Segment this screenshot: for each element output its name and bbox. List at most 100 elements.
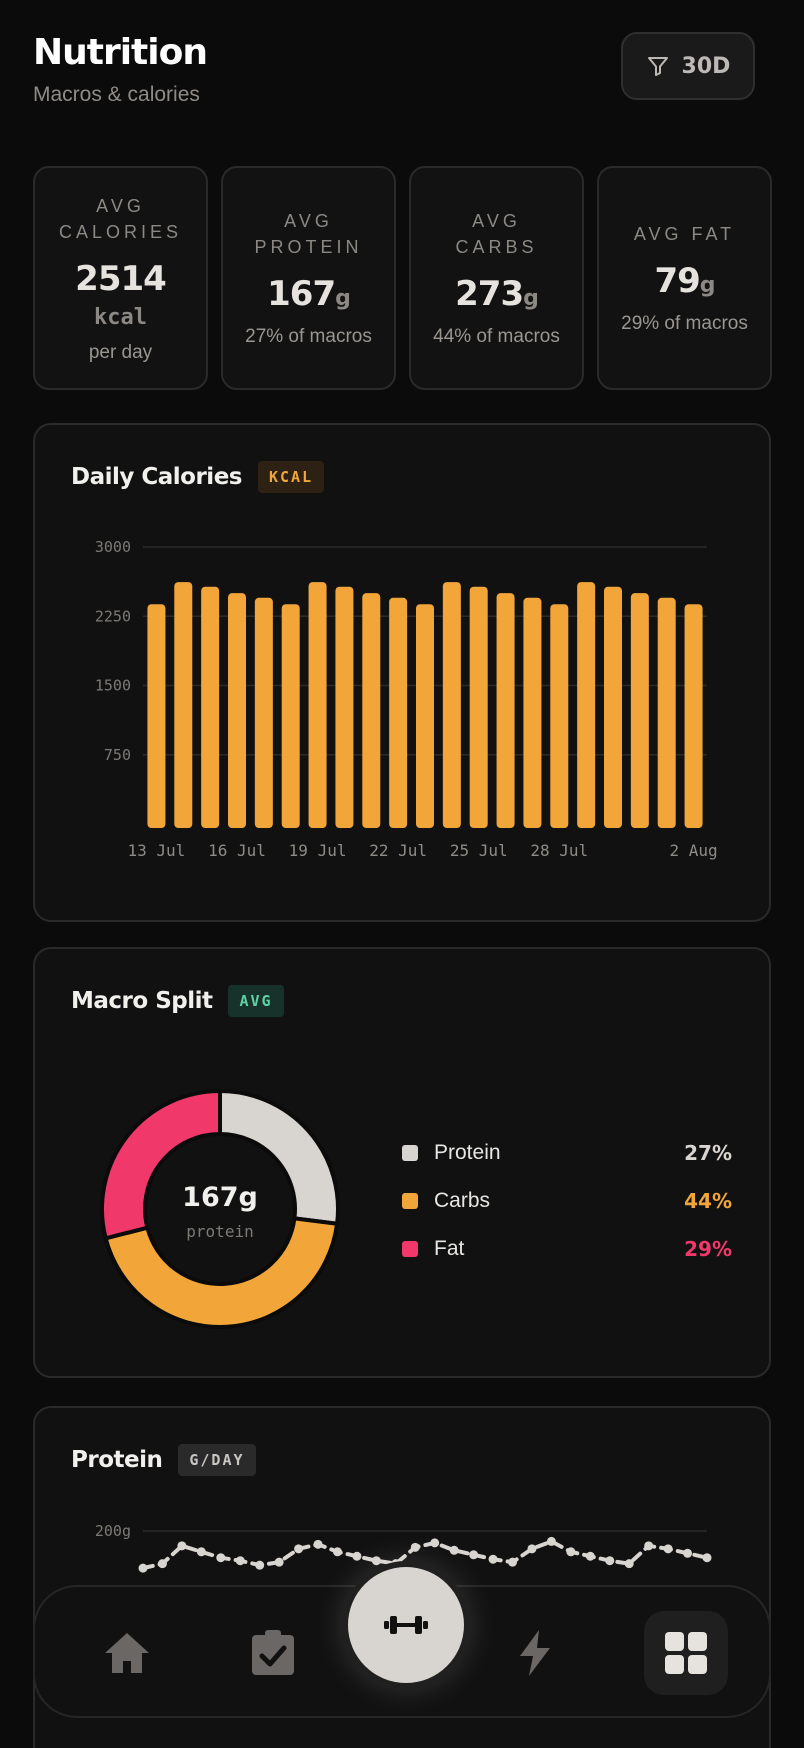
y-tick-label: 750: [104, 746, 131, 764]
donut-slice-fat: [100, 1088, 222, 1241]
protein-point: [469, 1550, 479, 1560]
macro-legend: Protein 27% Carbs 44% Fat 29%: [402, 1129, 732, 1273]
calorie-bar: [550, 604, 569, 828]
protein-point: [391, 1559, 401, 1569]
nav-activity[interactable]: [507, 1625, 563, 1681]
stat-value: 2514: [75, 258, 167, 299]
calorie-bar: [362, 593, 381, 828]
stat-label: AVG CARBS: [455, 211, 538, 257]
donut-slice-carbs: [103, 1216, 340, 1329]
protein-point: [332, 1547, 342, 1557]
protein-point: [663, 1544, 673, 1554]
x-tick-label: 2 Aug: [669, 841, 717, 860]
donut-slice-protein: [218, 1088, 340, 1227]
bottom-nav: [33, 1567, 771, 1718]
stat-label: AVG CALORIES: [58, 195, 183, 242]
calorie-bar: [657, 597, 676, 828]
protein-point: [235, 1556, 245, 1566]
calorie-bar: [389, 597, 408, 828]
dumbbell-icon: [384, 1616, 428, 1634]
stat-unit: g: [335, 286, 351, 311]
protein-point: [294, 1544, 304, 1554]
protein-point: [585, 1551, 595, 1561]
y-tick-label: 3000: [95, 538, 131, 556]
legend-percent: 29%: [684, 1237, 732, 1261]
legend-label: Fat: [434, 1237, 465, 1260]
unit-badge: G/DAY: [178, 1444, 256, 1476]
card-title: Daily Calories: [71, 464, 242, 490]
calorie-bar: [604, 586, 622, 828]
x-tick-label: 16 Jul: [208, 841, 266, 860]
protein-point: [624, 1559, 634, 1569]
bolt-icon: [520, 1630, 550, 1676]
calorie-bar: [228, 593, 246, 828]
stat-unit: kcal: [94, 304, 147, 330]
donut-center-label: protein: [186, 1222, 253, 1241]
nav-home[interactable]: [99, 1625, 155, 1681]
protein-point: [138, 1563, 148, 1573]
legend-item-fat: Fat 29%: [402, 1225, 732, 1273]
macro-split-card: Macro Split AVG 167g protein Protein 27% …: [33, 947, 771, 1378]
calorie-bar: [335, 586, 354, 828]
calorie-bar: [308, 582, 327, 828]
protein-point: [216, 1553, 226, 1563]
home-icon: [105, 1633, 149, 1673]
calorie-bar: [442, 582, 461, 828]
calorie-bar: [577, 582, 596, 828]
legend-swatch: [402, 1145, 418, 1161]
stat-note: per day: [88, 341, 153, 363]
protein-point: [177, 1541, 187, 1551]
page-title: Nutrition: [33, 32, 208, 73]
range-filter-button[interactable]: 30D: [621, 32, 755, 100]
legend-label: Protein: [434, 1141, 501, 1164]
legend-swatch: [402, 1193, 418, 1209]
donut-center-value: 167g: [182, 1182, 258, 1213]
stat-note: 44% of macros: [433, 326, 560, 347]
legend-item-protein: Protein 27%: [402, 1129, 732, 1177]
stat-number: 273: [455, 274, 524, 314]
calorie-bar: [174, 582, 193, 828]
legend-percent: 44%: [684, 1189, 732, 1213]
protein-point: [255, 1560, 265, 1570]
protein-point: [274, 1557, 284, 1567]
protein-point: [546, 1536, 556, 1546]
stat-card-protein: AVG PROTEIN 167g 27% of macros: [221, 166, 396, 390]
legend-swatch: [402, 1241, 418, 1257]
stat-card-calories: AVG CALORIES 2514 kcal per day: [33, 166, 208, 390]
daily-calories-card: Daily Calories KCAL 3000 2250 1500 750 13 Ju…: [33, 423, 771, 922]
protein-point: [157, 1559, 167, 1569]
stat-value: 273g: [455, 274, 539, 314]
legend-percent: 27%: [684, 1141, 732, 1165]
calorie-bar: [523, 597, 542, 828]
clipboard-check-icon: [252, 1630, 294, 1675]
nav-dashboard[interactable]: [644, 1611, 728, 1695]
x-tick-label: 28 Jul: [530, 841, 588, 860]
stat-value: 79g: [654, 261, 716, 301]
protein-point: [410, 1542, 420, 1552]
legend-label: Carbs: [434, 1189, 491, 1212]
card-header: Protein G/DAY: [71, 1444, 256, 1476]
stat-value: 167g: [267, 274, 351, 314]
card-header: Daily Calories KCAL: [71, 461, 325, 493]
stat-label: AVG PROTEIN: [254, 211, 363, 257]
calorie-bar: [630, 593, 649, 828]
x-tick-label: 25 Jul: [450, 841, 508, 860]
unit-badge: KCAL: [257, 461, 325, 493]
stat-card-carbs: AVG CARBS 273g 44% of macros: [409, 166, 584, 390]
nav-tasks[interactable]: [245, 1625, 301, 1681]
legend-item-carbs: Carbs 44%: [402, 1177, 732, 1225]
calorie-bar: [416, 604, 434, 828]
stat-note: 29% of macros: [621, 313, 748, 334]
protein-point: [644, 1541, 654, 1551]
protein-point: [449, 1545, 459, 1555]
macro-donut-chart: 167g protein: [100, 1088, 340, 1329]
calorie-bar: [469, 586, 488, 828]
stat-cards: AVG CALORIES 2514 kcal per day AVG PROTE…: [33, 166, 772, 390]
stat-unit: g: [699, 273, 716, 298]
x-tick-label: 22 Jul: [369, 841, 427, 860]
protein-point: [196, 1547, 206, 1557]
protein-point: [527, 1544, 537, 1554]
nav-workout[interactable]: [348, 1567, 464, 1683]
stat-number: 79: [654, 261, 700, 301]
calorie-bar: [281, 604, 300, 828]
